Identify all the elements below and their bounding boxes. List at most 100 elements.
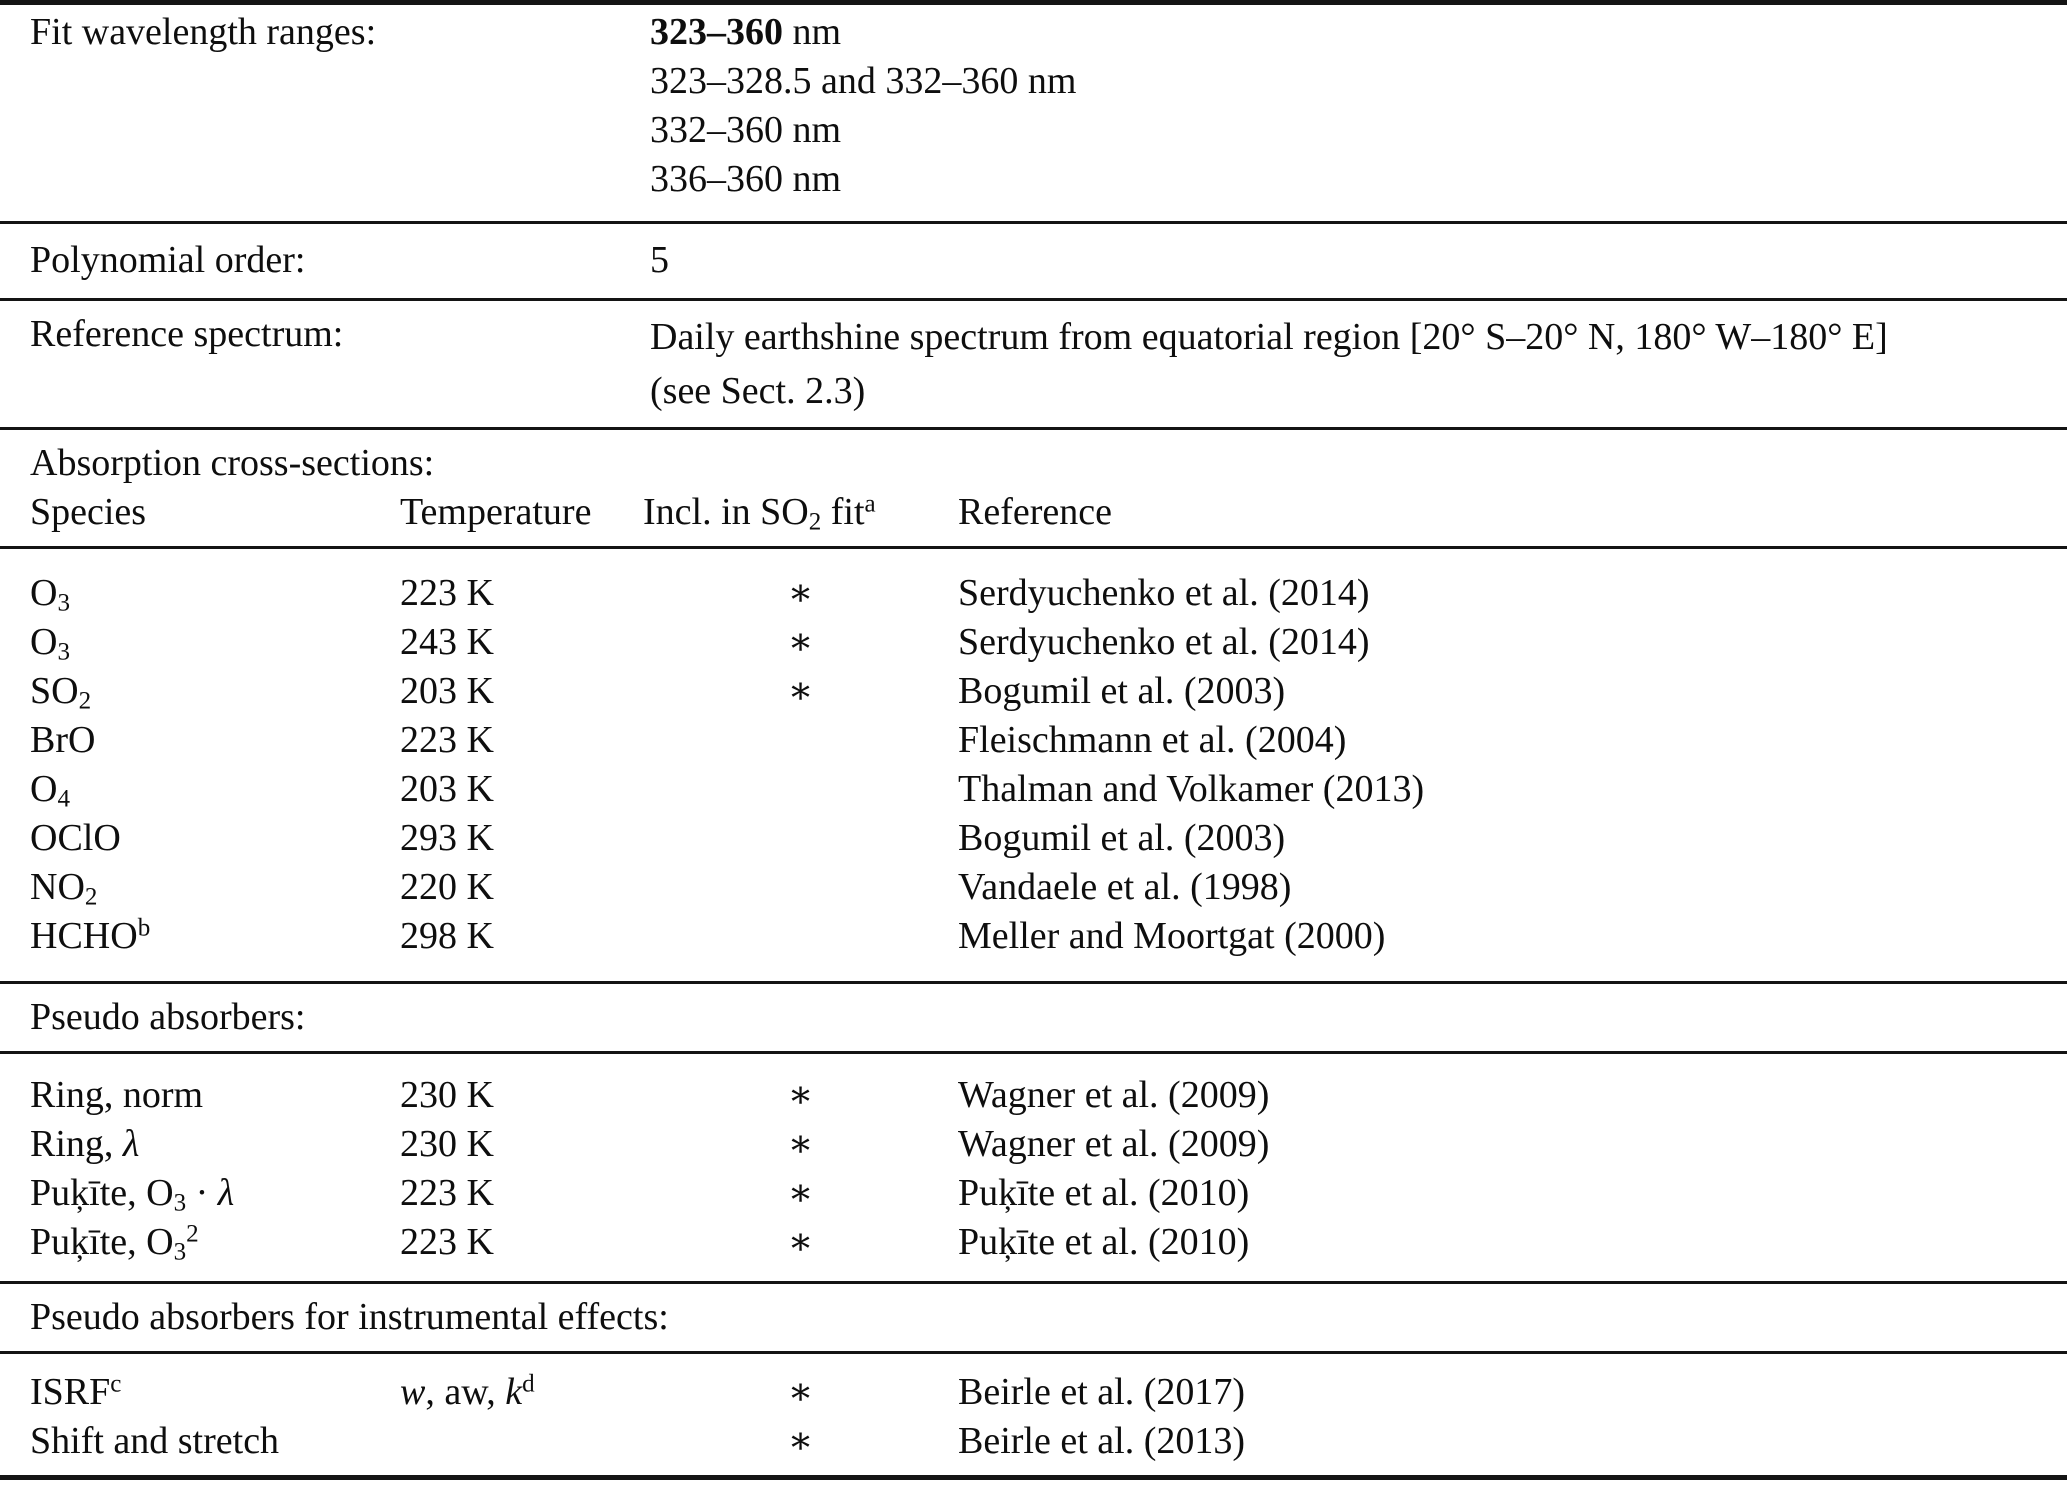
- table-row: NO2 220 K Vandaele et al. (1998): [30, 863, 2037, 912]
- fit-wavelength-range: 323–328.5 and 332–360 nm: [650, 60, 1077, 102]
- fit-wavelength-range: 336–360 nm: [650, 158, 842, 200]
- pseudo-absorbers-title: Pseudo absorbers:: [30, 996, 306, 1038]
- fit-wavelength-section: Fit wavelength ranges: 323–360 nm 323–328…: [0, 5, 2067, 221]
- reference-cell: Wagner et al. (2009): [958, 1123, 1270, 1165]
- reference-spectrum-label: Reference spectrum:: [30, 313, 344, 355]
- cross-sections-title: Absorption cross-sections:: [30, 442, 435, 484]
- species-cell: Puķīte, O32: [30, 1220, 199, 1266]
- included-cell: ∗: [787, 572, 814, 614]
- table-row: O3 243 K ∗ Serdyuchenko et al. (2014): [30, 618, 2037, 667]
- table-row: O3 223 K ∗ Serdyuchenko et al. (2014): [30, 569, 2037, 618]
- reference-spectrum-value: Daily earthshine spectrum from equatoria…: [650, 310, 2037, 418]
- reference-cell: Bogumil et al. (2003): [958, 817, 1286, 859]
- table-row: BrO 223 K Fleischmann et al. (2004): [30, 716, 2037, 765]
- fit-wavelength-range: 323–360 nm: [650, 11, 842, 53]
- polynomial-order-section: Polynomial order: 5: [0, 224, 2067, 298]
- section-divider: [0, 298, 2067, 301]
- reference-cell: Thalman and Volkamer (2013): [958, 768, 1425, 810]
- reference-cell: Vandaele et al. (1998): [958, 866, 1292, 908]
- species-cell: SO2: [30, 670, 92, 715]
- column-header-row: Species Temperature Incl. in SO2 fita Re…: [30, 488, 2037, 537]
- section-divider: [0, 221, 2067, 224]
- included-cell: ∗: [787, 1074, 814, 1116]
- temperature-cell: 220 K: [400, 866, 494, 908]
- table-row: OClO 293 K Bogumil et al. (2003): [30, 814, 2037, 863]
- temperature-cell: 298 K: [400, 915, 494, 957]
- pseudo-absorbers-rows: Ring, norm 230 K ∗ Wagner et al. (2009) …: [0, 1054, 2067, 1281]
- section-divider: [0, 546, 2067, 549]
- section-divider: [0, 427, 2067, 430]
- species-cell: Puķīte, O3 · λ: [30, 1172, 235, 1217]
- polynomial-order-label: Polynomial order:: [30, 239, 306, 281]
- included-cell: ∗: [787, 621, 814, 663]
- temperature-cell: 223 K: [400, 719, 494, 761]
- instrumental-title: Pseudo absorbers for instrumental effect…: [30, 1296, 669, 1338]
- included-cell: ∗: [787, 670, 814, 712]
- instrumental-rows: ISRFc w, aw, kd ∗ Beirle et al. (2017) S…: [0, 1354, 2067, 1475]
- temperature-cell: 203 K: [400, 768, 494, 810]
- temperature-cell: 293 K: [400, 817, 494, 859]
- temperature-cell: 230 K: [400, 1123, 494, 1165]
- species-cell: O4: [30, 768, 70, 813]
- reference-cell: Fleischmann et al. (2004): [958, 719, 1347, 761]
- included-cell: ∗: [787, 1420, 814, 1462]
- species-cell: ISRFc: [30, 1370, 122, 1413]
- reference-cell: Serdyuchenko et al. (2014): [958, 572, 1370, 614]
- reference-cell: Beirle et al. (2013): [958, 1420, 1246, 1462]
- section-divider: [0, 1351, 2067, 1354]
- fit-wavelength-label: Fit wavelength ranges:: [30, 11, 377, 53]
- included-cell: ∗: [787, 1221, 814, 1263]
- included-cell: ∗: [787, 1172, 814, 1214]
- reference-spectrum-section: Reference spectrum: Daily earthshine spe…: [0, 301, 2067, 427]
- temperature-cell: w, aw, kd: [400, 1370, 535, 1413]
- species-cell: HCHOb: [30, 914, 151, 957]
- instrumental-header: Pseudo absorbers for instrumental effect…: [0, 1284, 2067, 1351]
- section-divider: [0, 981, 2067, 984]
- table-row: O4 203 K Thalman and Volkamer (2013): [30, 765, 2037, 814]
- reference-cell: Puķīte et al. (2010): [958, 1172, 1250, 1214]
- reference-cell: Beirle et al. (2017): [958, 1371, 1246, 1413]
- temperature-cell: 203 K: [400, 670, 494, 712]
- fit-wavelength-values: 323–360 nm 323–328.5 and 332–360 nm 332–36…: [650, 8, 2037, 204]
- reference-spectrum-line: Daily earthshine spectrum from equatoria…: [650, 316, 1888, 358]
- species-cell: OClO: [30, 817, 121, 859]
- species-cell: NO2: [30, 866, 98, 911]
- pseudo-absorbers-header: Pseudo absorbers:: [0, 984, 2067, 1051]
- temperature-cell: 230 K: [400, 1074, 494, 1116]
- reference-cell: Puķīte et al. (2010): [958, 1221, 1250, 1263]
- species-cell: BrO: [30, 719, 96, 761]
- cross-sections-header: Absorption cross-sections: Species Tempe…: [0, 430, 2067, 546]
- temperature-cell: 223 K: [400, 1221, 494, 1263]
- cross-sections-rows: O3 223 K ∗ Serdyuchenko et al. (2014) O3…: [0, 549, 2067, 981]
- species-cell: O3: [30, 572, 70, 617]
- reference-spectrum-line: (see Sect. 2.3): [650, 370, 866, 412]
- included-cell: ∗: [787, 1371, 814, 1413]
- reference-cell: Meller and Moortgat (2000): [958, 915, 1386, 957]
- polynomial-order-value: 5: [650, 239, 669, 281]
- column-header-species: Species: [30, 491, 147, 533]
- temperature-cell: 223 K: [400, 1172, 494, 1214]
- section-divider: [0, 1051, 2067, 1054]
- species-cell: Ring, norm: [30, 1074, 204, 1116]
- fit-wavelength-range: 332–360 nm: [650, 109, 842, 151]
- table-row: Puķīte, O32 223 K ∗ Puķīte et al. (2010): [30, 1218, 2037, 1267]
- temperature-cell: 243 K: [400, 621, 494, 663]
- table-row: Ring, λ 230 K ∗ Wagner et al. (2009): [30, 1120, 2037, 1169]
- table-row: Ring, norm 230 K ∗ Wagner et al. (2009): [30, 1071, 2037, 1120]
- table-row: HCHOb 298 K Meller and Moortgat (2000): [30, 912, 2037, 961]
- temperature-cell: 223 K: [400, 572, 494, 614]
- table-row: Puķīte, O3 · λ 223 K ∗ Puķīte et al. (20…: [30, 1169, 2037, 1218]
- column-header-temperature: Temperature: [400, 491, 592, 533]
- reference-cell: Bogumil et al. (2003): [958, 670, 1286, 712]
- included-cell: ∗: [787, 1123, 814, 1165]
- table-row: ISRFc w, aw, kd ∗ Beirle et al. (2017): [30, 1368, 2037, 1417]
- section-divider: [0, 1281, 2067, 1284]
- reference-cell: Serdyuchenko et al. (2014): [958, 621, 1370, 663]
- column-header-reference: Reference: [958, 491, 1112, 533]
- column-header-included: Incl. in SO2 fita: [643, 490, 876, 536]
- table-bottom-rule: [0, 1475, 2067, 1480]
- table-top-rule: [0, 0, 2067, 5]
- reference-cell: Wagner et al. (2009): [958, 1074, 1270, 1116]
- species-cell: O3: [30, 621, 70, 666]
